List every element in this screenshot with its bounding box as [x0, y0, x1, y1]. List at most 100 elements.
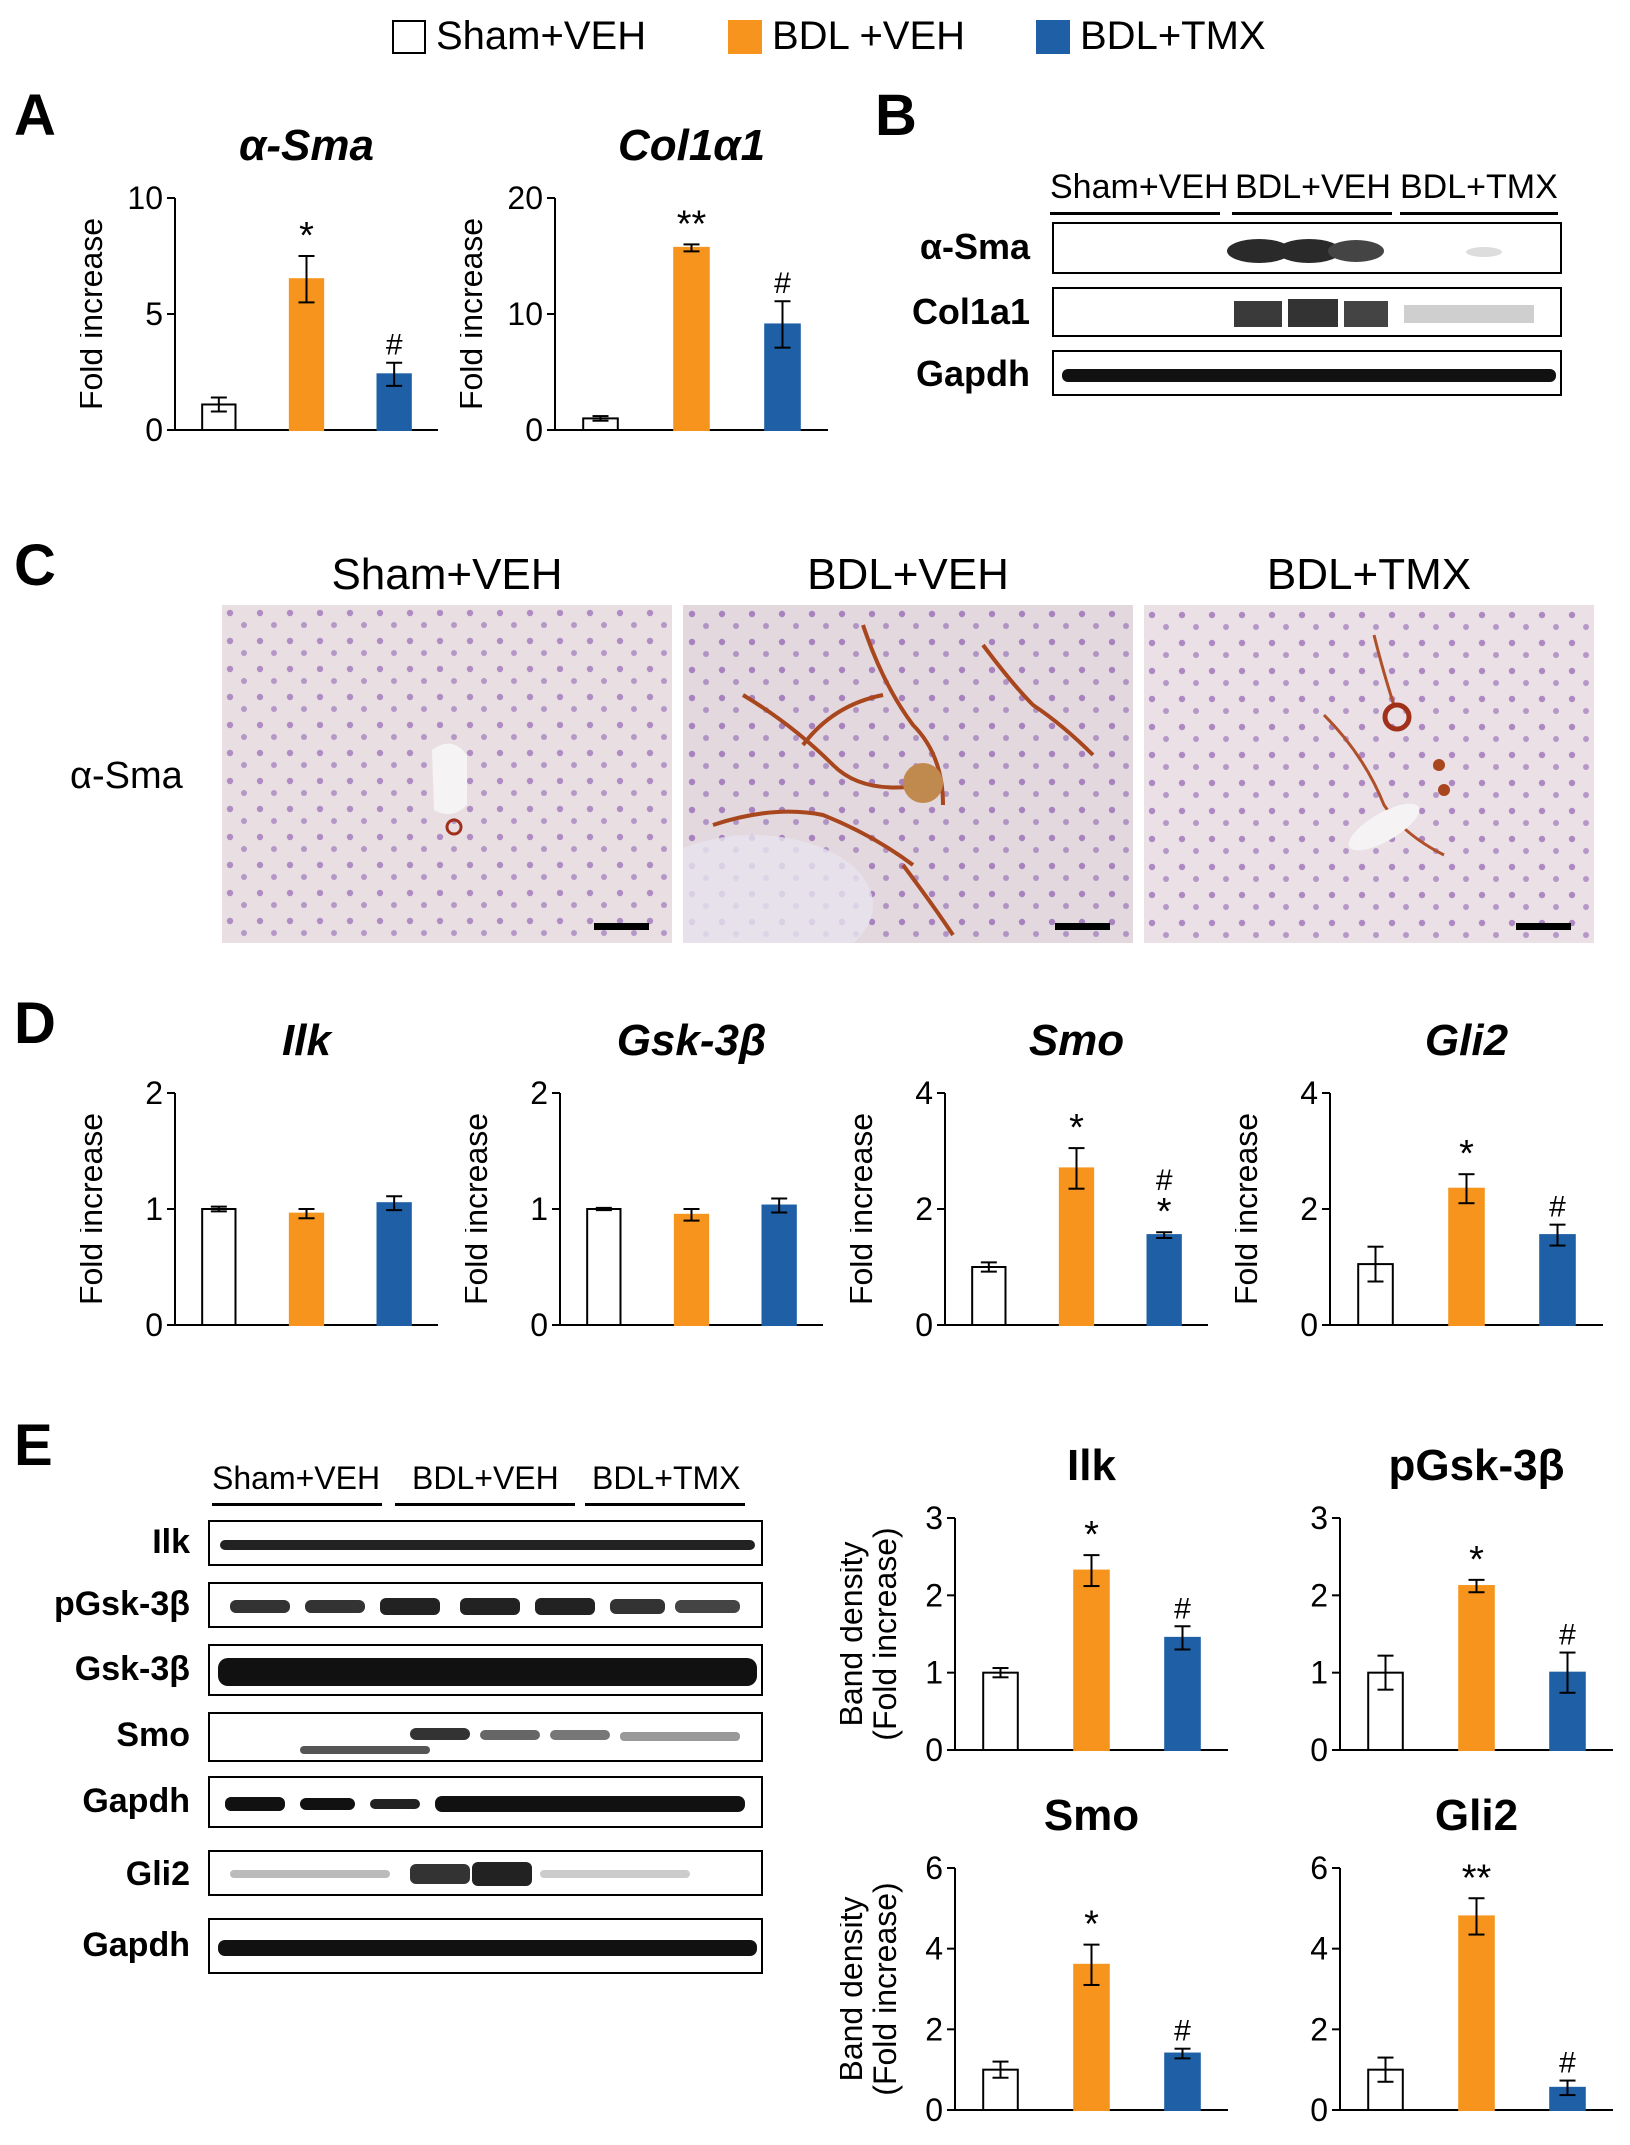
- chart-gli2-band: Gli2 0 2 4 6 ** #: [1310, 1791, 1613, 2128]
- bar-bdl-tmx: [761, 1204, 797, 1327]
- significance-mark: #: [1174, 1592, 1191, 1625]
- blot-e-band-gapdh-2: [208, 1918, 763, 1974]
- significance-mark: *: [1459, 1133, 1474, 1175]
- legend-item-sham: Sham+VEH: [392, 14, 646, 59]
- legend-item-bdl: BDL +VEH: [728, 14, 965, 59]
- bar-bdl-veh: [1458, 1915, 1495, 2112]
- y-tick-label: 4: [915, 1075, 933, 1111]
- y-tick-label: 0: [925, 2092, 943, 2128]
- y-tick-label: 0: [1310, 2092, 1328, 2128]
- micrograph-bdl: [683, 605, 1133, 943]
- y-axis-label: Fold increase: [80, 1113, 109, 1305]
- y-tick-label: 4: [925, 1931, 943, 1967]
- significance-mark: #: [1549, 1191, 1566, 1224]
- y-tick-label: 0: [1310, 1732, 1328, 1768]
- micrograph-image: [1144, 605, 1594, 943]
- y-tick-label: 2: [1310, 1577, 1328, 1613]
- significance-mark: *: [1069, 1107, 1084, 1149]
- y-tick-label: 1: [530, 1191, 548, 1227]
- y-tick-label: 6: [925, 1850, 943, 1886]
- blot-band-image: [218, 1658, 757, 1686]
- scale-bar: [1516, 923, 1571, 930]
- chart-col1a1: Col1α1 Fold increase 0 10 20 ** #: [460, 121, 828, 448]
- y-tick-label: 2: [1300, 1191, 1318, 1227]
- y-tick-label: 5: [145, 296, 163, 332]
- y-tick-label: 0: [915, 1307, 933, 1343]
- y-tick-label: 2: [530, 1075, 548, 1111]
- significance-mark: *: [1157, 1191, 1172, 1233]
- bar-bdl-tmx: [1164, 1636, 1201, 1751]
- blot-e-row-label: Smo: [116, 1716, 190, 1754]
- blot-e-lane-sham: Sham+VEH: [212, 1460, 381, 1496]
- blot-b-lane-bdl: BDL+VEH: [1235, 168, 1391, 206]
- y-axis-label: Fold increase: [460, 218, 489, 410]
- micrograph-image: [683, 605, 1133, 943]
- legend-label-bdl: BDL +VEH: [772, 14, 966, 58]
- chart-title: pGsk-3β: [1388, 1441, 1564, 1490]
- bar-sham-veh: [201, 1208, 237, 1326]
- y-axis-label: Fold increase: [80, 218, 109, 410]
- blot-b-row-label: Col1a1: [911, 291, 1030, 332]
- blot-b-band-alpha-sma: [1052, 222, 1562, 274]
- blot-e-band-ilk: [208, 1520, 763, 1566]
- scale-bar: [1055, 923, 1110, 930]
- y-tick-label: 0: [1300, 1307, 1318, 1343]
- y-tick-label: 1: [925, 1655, 943, 1691]
- legend-label-sham: Sham+VEH: [436, 14, 647, 58]
- y-tick-label: 20: [507, 180, 543, 216]
- blot-b-lane-sham: Sham+VEH: [1050, 168, 1229, 206]
- y-tick-label: 0: [530, 1307, 548, 1343]
- blot-band-image: [230, 1862, 690, 1886]
- y-tick-label: 1: [1310, 1655, 1328, 1691]
- blot-e-band-gli2: [208, 1850, 763, 1896]
- significance-mark: #: [386, 329, 403, 362]
- blot-band-image: [1234, 299, 1534, 327]
- blot-e-lane-bdl: BDL+VEH: [412, 1460, 559, 1496]
- y-axis-label: Fold increase: [465, 1113, 494, 1305]
- legend-swatch-sham: [392, 19, 426, 54]
- bar-bdl-veh: [1448, 1187, 1485, 1326]
- micrograph-title-sham: Sham+VEH: [331, 550, 563, 599]
- y-tick-label: 3: [1310, 1500, 1328, 1536]
- y-tick-label: 2: [145, 1075, 163, 1111]
- panel-label-b: B: [875, 83, 917, 148]
- y-tick-label: 2: [1310, 2011, 1328, 2047]
- bar-bdl-veh: [1458, 1585, 1495, 1751]
- legend-swatch-bdl: [728, 19, 762, 54]
- chart-title: Smo: [1029, 1016, 1124, 1065]
- chart-smo-band: Smo Band density(Fold increase) 0 2 4 6 * #: [840, 1791, 1228, 2128]
- significance-mark: #: [1559, 2047, 1576, 2080]
- blot-e-lane-line: [212, 1503, 382, 1506]
- blot-b-band-col1a1: [1052, 287, 1562, 337]
- chart-alpha-sma: α-Sma Fold increase 0 5 10 * #: [80, 121, 438, 448]
- blot-b-lane-tmx: BDL+TMX: [1400, 168, 1558, 206]
- micrograph-title-tmx: BDL+TMX: [1266, 550, 1472, 599]
- blot-e-band-pgsk3b: [208, 1582, 763, 1628]
- chart-title: Ilk: [1067, 1441, 1116, 1490]
- panel-label-d: D: [14, 991, 56, 1056]
- legend-swatch-tmx: [1036, 19, 1070, 54]
- bar-bdl-tmx: [1539, 1234, 1576, 1327]
- blot-band-image: [230, 1598, 740, 1615]
- chart-title: α-Sma: [239, 121, 374, 170]
- bar-sham-veh: [971, 1266, 1007, 1326]
- y-tick-label: 1: [145, 1191, 163, 1227]
- blot-band-image: [220, 1540, 755, 1550]
- bar-bdl-veh: [1073, 1569, 1110, 1751]
- blot-e-row-label: Gsk-3β: [74, 1650, 190, 1688]
- blot-e-row-label: Gapdh: [82, 1782, 190, 1820]
- chart-title: Col1α1: [618, 121, 765, 170]
- significance-mark: #: [1156, 1164, 1173, 1197]
- y-tick-label: 0: [145, 1307, 163, 1343]
- bar-bdl-tmx: [1164, 2052, 1201, 2111]
- y-axis-label: (Fold increase): [867, 1882, 903, 2095]
- significance-mark: *: [1084, 1514, 1099, 1556]
- panel-label-c: C: [14, 533, 56, 598]
- blot-b-row-label: α-Sma: [919, 226, 1030, 267]
- blot-e-lane-line: [585, 1503, 745, 1506]
- significance-mark: **: [1462, 1857, 1492, 1899]
- bar-bdl-veh: [288, 1212, 325, 1326]
- significance-mark: *: [299, 215, 314, 257]
- micrograph-sham: [222, 605, 672, 943]
